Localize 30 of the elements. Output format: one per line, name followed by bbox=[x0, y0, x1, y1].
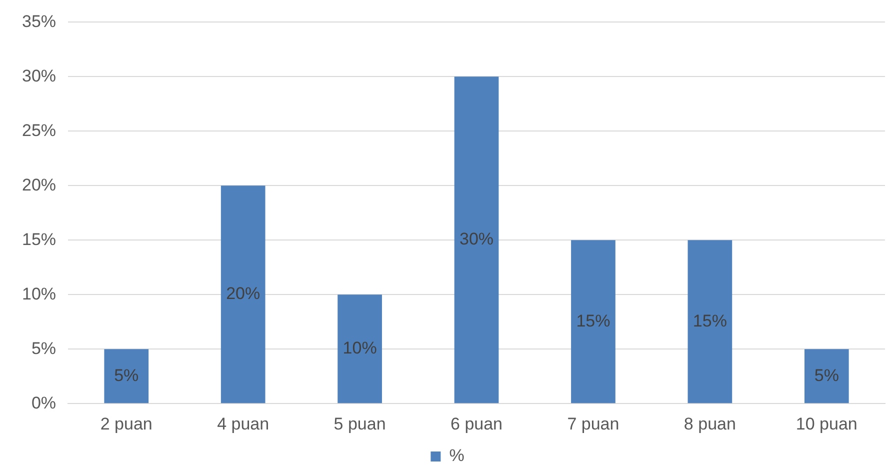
data-label: 20% bbox=[226, 284, 260, 304]
x-tick-label: 8 puan bbox=[684, 414, 736, 434]
x-tick-label: 6 puan bbox=[450, 414, 503, 434]
bar bbox=[338, 294, 382, 404]
data-label: 15% bbox=[692, 311, 727, 330]
data-label: 5% bbox=[814, 366, 839, 385]
data-label: 10% bbox=[342, 338, 377, 358]
bar bbox=[804, 349, 849, 404]
y-tick-label: 5% bbox=[31, 338, 56, 358]
y-tick-label: 20% bbox=[22, 175, 56, 194]
y-tick-label: 25% bbox=[22, 120, 56, 140]
x-tick-label: 10 puan bbox=[796, 414, 858, 434]
x-tick-label: 7 puan bbox=[567, 414, 620, 434]
bar bbox=[104, 349, 149, 404]
legend-label: % bbox=[449, 446, 464, 466]
bar bbox=[220, 186, 266, 404]
y-tick-label: 15% bbox=[22, 230, 56, 249]
bar bbox=[688, 240, 732, 404]
data-label: 30% bbox=[459, 230, 494, 249]
bar bbox=[454, 76, 499, 404]
y-tick-label: 35% bbox=[22, 12, 56, 31]
y-tick-label: 10% bbox=[22, 284, 56, 304]
data-label: 15% bbox=[576, 311, 610, 330]
y-tick-label: 0% bbox=[31, 393, 56, 412]
y-tick-label: 30% bbox=[22, 66, 56, 86]
bar bbox=[571, 240, 616, 404]
x-tick-label: 2 puan bbox=[100, 414, 152, 434]
x-tick-label: 4 puan bbox=[217, 414, 270, 434]
data-label: 5% bbox=[114, 366, 139, 385]
x-tick-label: 5 puan bbox=[334, 414, 386, 434]
